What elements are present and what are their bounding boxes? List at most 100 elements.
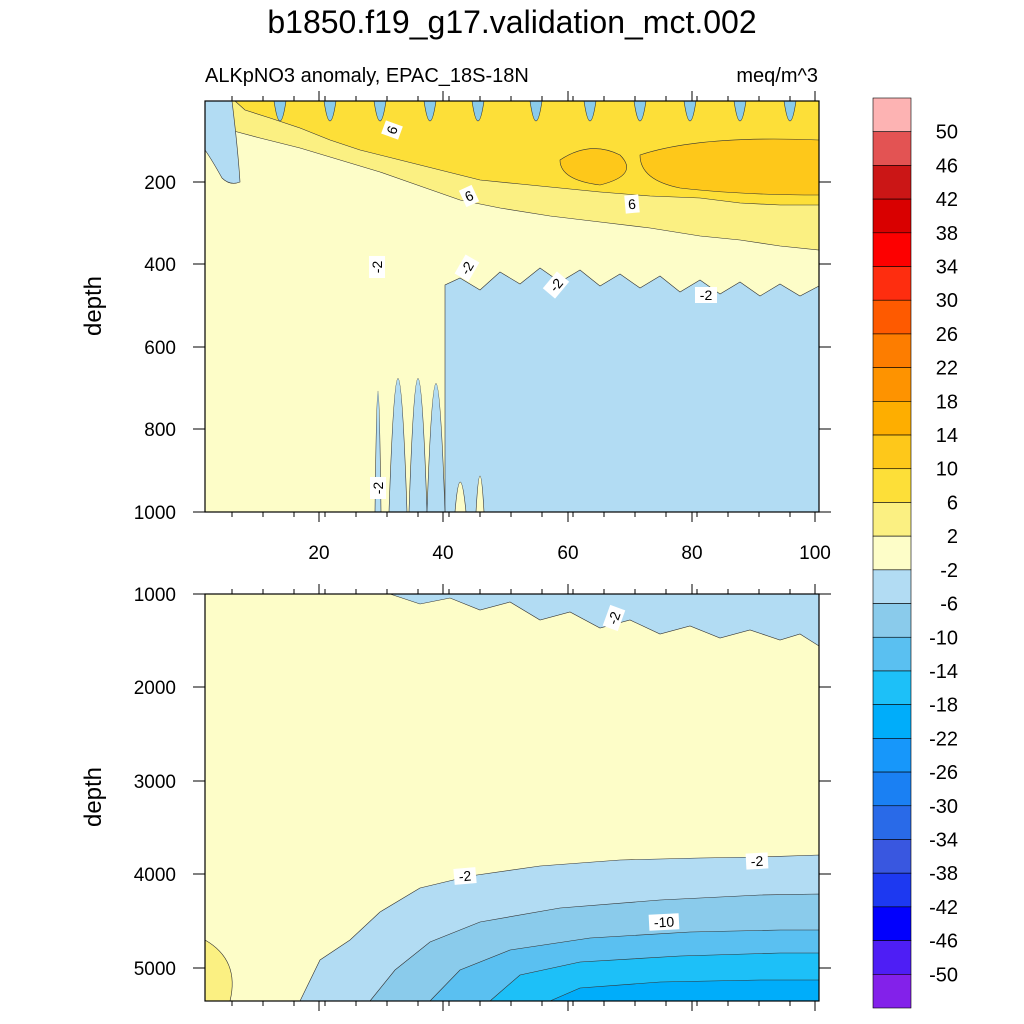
contour-label: -2 — [602, 604, 626, 632]
colorbar-swatch — [872, 872, 912, 908]
colorbar-swatch — [872, 738, 912, 773]
upper-ylabel: depth — [80, 276, 107, 336]
upper-panel-frame — [204, 100, 820, 513]
colorbar-label: 14 — [936, 425, 958, 447]
upper-ytick-label: 600 — [144, 338, 176, 359]
upper-ytick-label: 800 — [144, 420, 176, 441]
colorbar-label: -10 — [929, 627, 958, 649]
colorbar-label: -46 — [929, 931, 958, 953]
contour-label: -2 — [695, 287, 717, 303]
colorbar-swatch — [872, 535, 912, 571]
lower-ytick-label: 2000 — [134, 678, 176, 699]
contour-label: 6 — [381, 120, 403, 140]
colorbar-swatch — [872, 198, 912, 234]
contour-band-10 — [559, 148, 627, 186]
colorbar-swatch — [872, 468, 912, 503]
colorbar-label: 50 — [936, 122, 958, 144]
colorbar-label: 10 — [936, 459, 958, 481]
lower-panel: 1000 2000 3000 4000 5000 depth -2 -2 -2 … — [80, 584, 831, 1011]
colorbar: 50 46 42 38 34 30 26 22 18 14 10 6 2 -2 -6 -10 -14 -18 -22… — [872, 97, 958, 1009]
colorbar-label: 38 — [936, 223, 958, 245]
colorbar-swatch — [872, 266, 912, 301]
colorbar-label: -14 — [929, 661, 958, 683]
chart-subtitle-left: ALKpNO3 anomaly, EPAC_18S-18N — [205, 65, 529, 87]
colorbar-swatch — [872, 973, 912, 1009]
chart-title: b1850.f19_g17.validation_mct.002 — [267, 4, 756, 40]
lower-ticks — [193, 584, 831, 1011]
colorbar-swatch — [872, 704, 912, 739]
colorbar-label: -6 — [940, 594, 958, 616]
colorbar-swatch — [872, 502, 912, 537]
contour-spike-pale — [475, 475, 485, 513]
svg-text:-10: -10 — [653, 913, 674, 930]
colorbar-swatch — [872, 670, 912, 705]
colorbar-label: 42 — [936, 189, 958, 211]
lower-ytick-label: 4000 — [134, 865, 176, 886]
contour-label: -2 — [454, 254, 480, 282]
contour-label: -2 — [370, 477, 386, 499]
lower-ylabel: depth — [80, 767, 107, 827]
colorbar-label: 6 — [947, 492, 958, 514]
lower-ytick-label: 1000 — [134, 585, 176, 606]
contour-spike-pale — [454, 481, 467, 513]
colorbar-label: 18 — [936, 391, 958, 413]
colorbar-label: 22 — [936, 358, 958, 380]
upper-xtick-label: 40 — [432, 543, 453, 564]
svg-text:-2: -2 — [370, 482, 386, 495]
colorbar-label: -18 — [929, 695, 958, 717]
colorbar-label: -42 — [929, 897, 958, 919]
contour-label: -2 — [542, 271, 570, 299]
colorbar-swatch — [872, 131, 912, 166]
colorbar-label: -22 — [929, 728, 958, 750]
colorbar-swatch — [872, 603, 912, 638]
svg-text:-2: -2 — [458, 867, 472, 884]
colorbar-label: -26 — [929, 762, 958, 784]
contour-label: 6 — [624, 194, 640, 214]
colorbar-swatch — [872, 401, 912, 436]
svg-text:-2: -2 — [369, 261, 385, 274]
colorbar-label: -30 — [929, 796, 958, 818]
contour-label: -2 — [369, 256, 385, 278]
colorbar-swatch — [872, 940, 912, 975]
colorbar-swatch — [872, 232, 912, 267]
lower-ytick-label: 3000 — [134, 772, 176, 793]
colorbar-label: 2 — [947, 526, 958, 548]
colorbar-label: 26 — [936, 324, 958, 346]
colorbar-swatch — [872, 367, 912, 402]
upper-ticks — [193, 91, 831, 522]
upper-xtick-label: 60 — [557, 543, 578, 564]
upper-xtick-label: 20 — [308, 543, 329, 564]
contour-label: 6 — [458, 184, 480, 208]
upper-contour-fills — [204, 100, 820, 513]
upper-xtick-label: 100 — [799, 543, 831, 564]
contour-stripe — [388, 378, 408, 513]
contour-band-blue-deep — [444, 267, 820, 513]
colorbar-label: -2 — [940, 560, 958, 582]
chart-units: meq/m^3 — [736, 65, 818, 87]
contour-label: -2 — [453, 867, 477, 885]
contour-label: -2 — [745, 852, 769, 870]
upper-ytick-label: 1000 — [134, 503, 176, 524]
colorbar-swatch — [872, 299, 912, 335]
colorbar-swatch — [872, 97, 912, 133]
colorbar-swatch — [872, 636, 912, 672]
contour-band-10 — [639, 138, 820, 196]
svg-text:-2: -2 — [604, 609, 623, 626]
contour-stripe — [426, 383, 446, 513]
upper-panel: 200 400 600 800 1000 20 40 60 80 100 dep… — [80, 91, 831, 564]
contour-band-blue-top — [389, 593, 820, 647]
colorbar-label: 34 — [936, 257, 958, 279]
lower-ytick-label: 5000 — [134, 959, 176, 980]
colorbar-swatch — [872, 569, 912, 604]
colorbar-label: -50 — [929, 964, 958, 986]
lower-panel-frame — [204, 593, 820, 1002]
lower-contour-fills — [204, 593, 820, 1002]
svg-text:6: 6 — [627, 196, 636, 213]
upper-xtick-label: 80 — [681, 543, 702, 564]
colorbar-swatch — [872, 906, 912, 941]
colorbar-label: 46 — [936, 155, 958, 177]
contour-band-blue-left — [204, 100, 241, 184]
colorbar-label: 30 — [936, 290, 958, 312]
colorbar-label: -34 — [929, 829, 958, 851]
upper-ytick-label: 400 — [144, 255, 176, 276]
